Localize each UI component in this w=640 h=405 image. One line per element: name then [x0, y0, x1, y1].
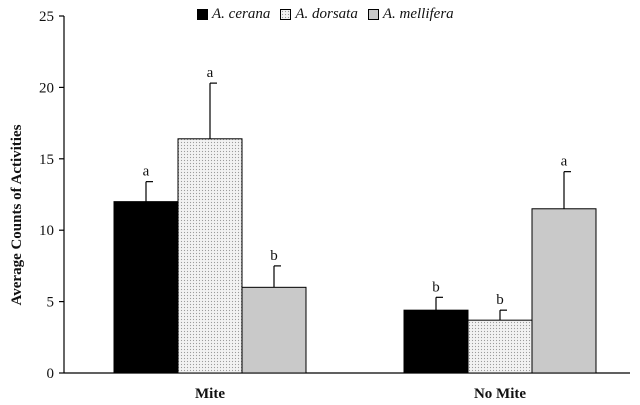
bar [241, 286, 307, 374]
significance-letter: a [207, 65, 214, 81]
legend-swatch-black [197, 9, 208, 20]
bar [531, 208, 597, 374]
significance-letter: b [496, 292, 504, 308]
bar [113, 201, 179, 374]
y-tick-label: 5 [47, 295, 55, 311]
significance-letter: a [561, 154, 568, 170]
y-tick-label: 20 [39, 80, 54, 96]
legend-swatch-gray [367, 9, 379, 20]
y-tick-label: 0 [47, 366, 55, 382]
significance-letter: b [432, 279, 440, 295]
legend-item-a-cerana: A. cerana [197, 6, 270, 23]
bar [177, 138, 243, 374]
legend-label: A. mellifera [382, 6, 454, 22]
significance-letter: a [143, 164, 150, 180]
y-tick-label: 10 [39, 223, 54, 239]
bar [403, 309, 469, 374]
significance-letter: b [270, 248, 278, 264]
y-axis-label: Average Counts of Activities [9, 124, 25, 305]
bar [467, 319, 533, 374]
y-tick-label: 15 [39, 152, 54, 168]
x-category-label: Mite [195, 386, 225, 402]
legend-item-a-dorsata: A. dorsata [280, 6, 358, 23]
legend-item-a-mellifera: A. mellifera [367, 6, 454, 23]
x-category-label: No Mite [474, 386, 526, 402]
legend-label: A. cerana [212, 6, 271, 22]
legend: A. cerana A. dorsata A. mellifera [197, 6, 464, 23]
y-tick-label: 25 [39, 9, 54, 25]
legend-label: A. dorsata [295, 6, 358, 22]
legend-swatch-dotted [280, 9, 292, 20]
plot-area: 0 5 10 15 20 25 a a b Mite b b a No Mite [39, 9, 630, 402]
